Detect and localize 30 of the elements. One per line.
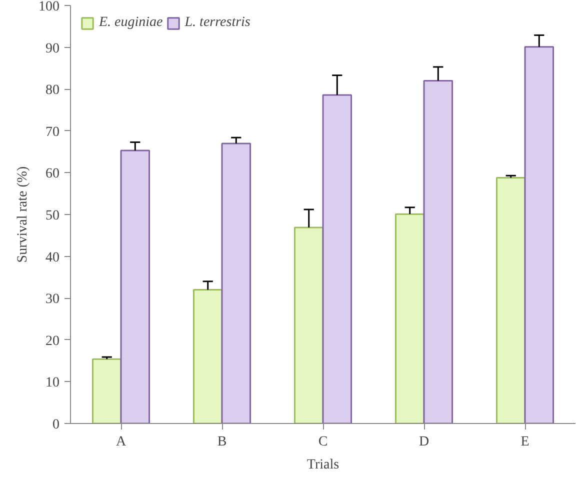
y-tick-label: 10 <box>46 376 60 391</box>
y-tick-label: 50 <box>46 208 60 224</box>
y-tick-label: 30 <box>46 292 60 308</box>
y-tick-label: 90 <box>46 41 60 56</box>
y-tick-label: 0 <box>52 418 60 432</box>
y-tick-label: 70 <box>46 124 60 140</box>
x-axis-title: Trials <box>306 458 340 472</box>
bar <box>294 226 324 424</box>
x-tick-label: A <box>116 434 127 450</box>
x-tick-label: D <box>418 434 430 450</box>
legend-label: L. terrestris <box>184 15 250 31</box>
bar <box>221 142 252 424</box>
bar <box>92 358 122 424</box>
bar <box>524 46 554 424</box>
legend-label: E. euginiae <box>99 15 163 31</box>
x-tick-label: B <box>217 434 227 450</box>
y-tick-label: 40 <box>46 250 60 266</box>
bar <box>192 288 223 424</box>
bar <box>496 176 526 424</box>
bar <box>120 150 150 424</box>
y-tick-label: 100 <box>38 0 60 14</box>
x-tick-label: E <box>520 434 530 450</box>
bar <box>322 94 352 424</box>
y-axis-title: Survival rate (%) <box>16 166 30 263</box>
bar <box>394 213 425 424</box>
x-tick-label: C <box>318 434 328 450</box>
y-tick-label: 20 <box>46 334 60 349</box>
y-tick-label: 60 <box>46 166 60 182</box>
bar <box>423 80 454 424</box>
y-tick-label: 80 <box>46 83 60 98</box>
